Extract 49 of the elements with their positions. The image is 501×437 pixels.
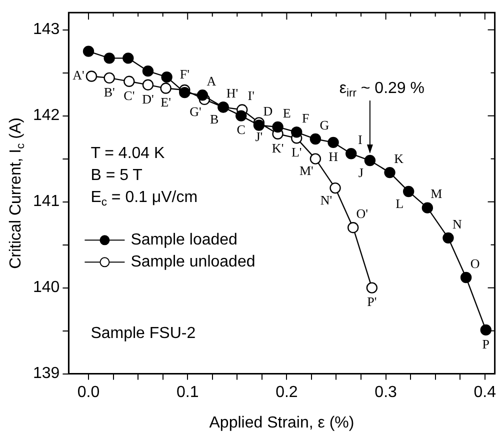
y-tick-label: 142 [32, 107, 60, 124]
x-tick-label: 0.4 [474, 384, 496, 401]
data-label: O' [356, 206, 368, 222]
data-label: P [482, 336, 490, 352]
y-tick-label: 140 [32, 279, 60, 296]
data-label: J [358, 164, 364, 180]
data-label: E' [160, 94, 171, 110]
data-label: K [394, 150, 404, 166]
data-label: F [302, 110, 310, 126]
data-label: L [396, 196, 404, 211]
data-label: B' [104, 84, 115, 100]
legend-label: Sample unloaded [130, 254, 256, 271]
y-tick-label: 143 [32, 21, 60, 38]
data-label: B [210, 112, 219, 127]
x-tick-label: 0.3 [374, 384, 398, 401]
data-label: C [236, 122, 246, 138]
data-label: I [358, 132, 362, 148]
data-label: E [282, 105, 291, 120]
data-label: M' [299, 163, 314, 178]
data-label: A [206, 74, 217, 89]
data-label: H [328, 148, 338, 164]
data-label: K' [272, 140, 284, 156]
y-tick-label: 141 [32, 193, 60, 210]
x-tick-label: 0.1 [176, 384, 199, 401]
data-label: N [452, 216, 463, 232]
data-label: P' [367, 294, 377, 310]
data-label: M [430, 186, 443, 202]
data-label: N' [320, 192, 332, 208]
annotation: T = 4.04 K [90, 145, 165, 162]
data-label: G [320, 117, 330, 132]
data-label: J' [255, 129, 263, 144]
data-label: O [470, 256, 480, 271]
data-label: G' [190, 104, 202, 119]
y-tick-label: 139 [32, 365, 60, 382]
data-label: L' [291, 144, 302, 160]
annotation: B = 5 T [90, 167, 143, 184]
data-label: F' [180, 66, 190, 82]
y-axis-title: Critical Current, Ic (A) [7, 117, 27, 269]
data-label: I' [248, 88, 254, 104]
data-label: D [263, 104, 273, 119]
x-axis-title: Applied Strain, ε (%) [209, 414, 354, 432]
data-label: D' [142, 91, 154, 106]
x-tick-label: 0.2 [276, 384, 298, 401]
annotation: Sample FSU-2 [90, 325, 196, 342]
legend-label: Sample loaded [130, 232, 238, 249]
data-label: A' [72, 68, 84, 83]
x-tick-label: 0.0 [77, 384, 100, 401]
data-label: H' [226, 86, 238, 101]
data-label: C' [124, 88, 135, 103]
